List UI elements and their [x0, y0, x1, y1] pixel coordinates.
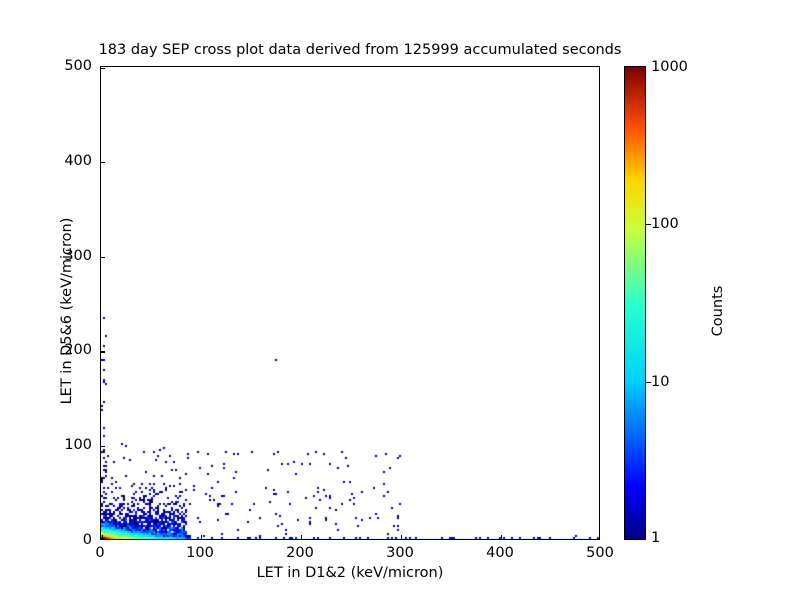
x-tick-label-0: 0 [95, 545, 105, 561]
y-tick-400 [101, 161, 105, 164]
x-tick-label-400: 400 [486, 545, 514, 561]
colorbar-tick-label-10: 10 [651, 374, 670, 390]
scatter-density-plot [101, 67, 599, 539]
colorbar-tick-label-100: 100 [651, 216, 679, 232]
plot-axes-area[interactable] [100, 66, 600, 540]
y-tick-500 [101, 67, 105, 69]
x-tick-100 [201, 535, 203, 539]
x-tick-300 [401, 535, 403, 539]
x-tick-label-500: 500 [586, 545, 614, 561]
colorbar-tick-100 [646, 224, 651, 226]
y-tick-200 [101, 351, 105, 353]
y-tick-label-500: 500 [64, 58, 92, 74]
colorbar-tick-label-1: 1 [651, 530, 661, 547]
y-tick-label-400: 400 [64, 152, 92, 169]
x-tick-label-100: 100 [186, 545, 214, 561]
x-tick-label-200: 200 [286, 545, 314, 561]
y-tick-label-300: 300 [64, 247, 92, 264]
colorbar[interactable] [624, 66, 651, 540]
x-tick-500 [599, 535, 600, 539]
y-tick-label-100: 100 [64, 437, 92, 454]
y-tick-300 [101, 256, 105, 258]
y-axis-label: LET in D5&6 (keV/micron) [59, 217, 75, 405]
colorbar-tick-label-1000: 1000 [651, 58, 688, 75]
x-tick-0 [101, 535, 103, 539]
y-tick-label-0: 0 [82, 532, 92, 548]
y-tick-0 [101, 539, 105, 540]
y-tick-100 [101, 446, 105, 448]
colorbar-tick-10 [646, 382, 651, 384]
x-axis-label: LET in D1&2 (keV/micron) [256, 565, 444, 581]
x-tick-200 [301, 535, 303, 539]
colorbar-gradient-strip [624, 66, 646, 540]
y-tick-label-200: 200 [64, 342, 92, 359]
x-tick-label-300: 300 [386, 545, 414, 561]
x-tick-400 [501, 535, 503, 539]
plot-title-line-1: 183 day SEP cross plot data derived from… [98, 42, 622, 58]
colorbar-label: Counts [710, 285, 726, 337]
